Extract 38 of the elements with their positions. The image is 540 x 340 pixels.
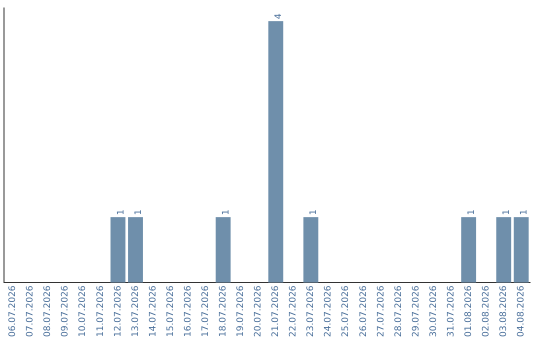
x-tick-label: 31.07.2026 bbox=[446, 285, 456, 337]
x-tick-label: 30.07.2026 bbox=[428, 285, 439, 337]
x-tick-label: 21.07.2026 bbox=[271, 285, 282, 337]
data-label: 1 bbox=[466, 209, 477, 216]
x-tick-label: 14.07.2026 bbox=[148, 285, 158, 337]
x-tick-label: 10.07.2026 bbox=[78, 285, 88, 337]
x-tick-label: 19.07.2026 bbox=[236, 285, 246, 337]
x-tick-label: 09.07.2026 bbox=[60, 285, 71, 337]
data-label: 1 bbox=[502, 209, 512, 216]
x-tick-label: 06.07.2026 bbox=[8, 285, 18, 337]
x-tick-label: 01.08.2026 bbox=[464, 285, 474, 337]
data-label: 1 bbox=[520, 209, 530, 216]
data-label: 1 bbox=[134, 209, 144, 216]
data-label: 1 bbox=[309, 209, 320, 216]
x-tick-label: 12.07.2026 bbox=[113, 285, 124, 337]
x-tick-label: 04.08.2026 bbox=[516, 285, 527, 337]
x-tick-label: 11.07.2026 bbox=[96, 285, 106, 337]
x-tick-label: 23.07.2026 bbox=[306, 285, 316, 337]
x-tick-label: 28.07.2026 bbox=[394, 285, 404, 337]
x-tick-label: 26.07.2026 bbox=[358, 285, 369, 337]
x-tick-label: 15.07.2026 bbox=[166, 285, 176, 337]
x-tick-label: 25.07.2026 bbox=[341, 285, 352, 337]
x-tick-label: 27.07.2026 bbox=[376, 285, 386, 337]
x-tick-label: 13.07.2026 bbox=[130, 285, 141, 337]
data-label: 1 bbox=[116, 209, 126, 216]
x-tick-label: 07.07.2026 bbox=[26, 285, 36, 337]
x-tick-label: 18.07.2026 bbox=[218, 285, 229, 337]
data-label: 4 bbox=[274, 13, 284, 20]
x-tick-label: 02.08.2026 bbox=[482, 285, 492, 337]
data-label: 1 bbox=[222, 209, 232, 216]
x-tick-label: 08.07.2026 bbox=[43, 285, 54, 337]
x-tick-label: 22.07.2026 bbox=[288, 285, 299, 337]
x-tick-label: 20.07.2026 bbox=[254, 285, 264, 337]
x-tick-label: 17.07.2026 bbox=[200, 285, 211, 337]
x-tick-label: 29.07.2026 bbox=[411, 285, 422, 337]
x-tick-label: 03.08.2026 bbox=[499, 285, 510, 337]
x-tick-label: 24.07.2026 bbox=[324, 285, 334, 337]
x-tick-label: 16.07.2026 bbox=[183, 285, 194, 337]
